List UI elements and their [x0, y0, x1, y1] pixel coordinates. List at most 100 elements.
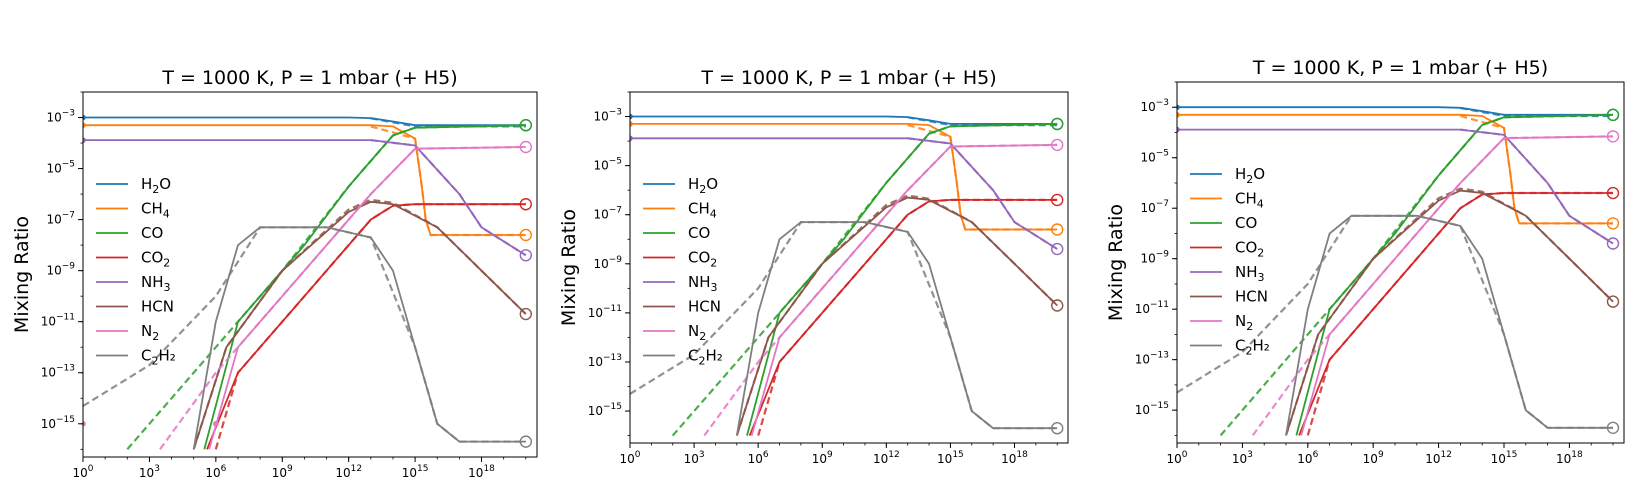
- series-CH4-point: [630, 121, 633, 127]
- series-NH3-endpoint: [1051, 242, 1064, 256]
- series-HCN-endpoint: [1051, 299, 1064, 312]
- y-tick-label: 10−7: [593, 206, 622, 222]
- panel-1: T = 1000 K, P = 1 mbar (+ H5) Mixing Rati…: [11, 67, 538, 480]
- legend-label-CO: CO: [141, 224, 163, 242]
- legend-label-NH3: NH3: [1235, 263, 1265, 284]
- x-tick-label: 1012: [1425, 450, 1452, 466]
- legend-label-CO2: CO2: [1235, 239, 1264, 260]
- x-tick-label: 103: [1232, 450, 1253, 466]
- series-N2-endpoint: [1051, 138, 1064, 152]
- x-tick-label: 109: [812, 450, 833, 466]
- x-tick-label: 103: [684, 450, 705, 466]
- legend: H2O CH4 CO CO2 NH3 HCN N2 C2H₂: [96, 175, 176, 368]
- series-NH3-endpoint: [1606, 237, 1620, 250]
- legend-label-CO: CO: [688, 224, 710, 242]
- series-H2O-line: [630, 115, 1058, 125]
- series-CH4-endpoint: [1051, 223, 1064, 236]
- series-H2O-line: [1177, 106, 1613, 116]
- series-NH3-point: [83, 137, 86, 143]
- axes-frame: [629, 91, 1069, 444]
- y-tick-label: 10−3: [46, 109, 75, 125]
- series-NH3-point: [630, 135, 633, 142]
- series-CH4-dashed: [907, 124, 1058, 231]
- axes-frame: [82, 91, 538, 458]
- series-CO-dashed: [126, 124, 526, 451]
- series-CO-endpoint: [1051, 117, 1064, 131]
- legend-label-N2: N2: [688, 322, 706, 343]
- y-tick-label: 10−11: [1135, 300, 1169, 316]
- legend-label-H2O: H2O: [1235, 165, 1265, 186]
- x-tick-label: 109: [272, 464, 293, 480]
- series-C2H2-line: [1285, 214, 1613, 436]
- x-tick-label: 1018: [1001, 450, 1028, 466]
- legend-label-HCN: HCN: [1235, 288, 1268, 306]
- y-tick-label: 10−15: [41, 415, 75, 431]
- y-tick-label: 10−3: [1140, 98, 1169, 114]
- series-CO-dashed: [1219, 113, 1614, 437]
- series-C2H2-endpoint: [519, 435, 533, 448]
- plot-area: [83, 114, 527, 451]
- legend-label-NH3: NH3: [141, 273, 171, 294]
- y-tick-label: 10−5: [1140, 149, 1169, 165]
- series-HCN-endpoint: [519, 307, 533, 321]
- series-C2H2-endpoint: [1606, 421, 1620, 435]
- series-CO2-line: [1298, 192, 1613, 436]
- series-CO2-dashed: [757, 198, 1058, 436]
- y-tick-label: 10−13: [588, 353, 622, 369]
- x-tick-label: 106: [205, 464, 226, 480]
- series-CO2-line: [206, 203, 526, 450]
- axes-frame: [1176, 81, 1625, 444]
- series-CH4-point: [83, 122, 86, 129]
- legend-label-N2: N2: [141, 322, 159, 343]
- x-tick-label: 1012: [335, 464, 362, 480]
- x-tick-label: 103: [139, 464, 160, 480]
- series-H2O-point: [1177, 104, 1180, 111]
- series-CO-line: [746, 123, 1058, 436]
- legend: H2O CH4 CO CO2 NH3 HCN N2 C2H₂: [643, 175, 723, 368]
- series-CH4-line: [630, 123, 1058, 231]
- plot-area: [630, 113, 1058, 437]
- series-H2O-point: [630, 113, 633, 120]
- series-N2-line: [208, 146, 526, 450]
- x-tick-label: 100: [72, 464, 93, 480]
- panel-2: T = 1000 K, P = 1 mbar (+ H5) Mixing Rati…: [558, 67, 1069, 466]
- series-NH3-line: [1177, 128, 1614, 245]
- x-tick-label: 1015: [937, 450, 964, 466]
- series-HCN-line: [192, 200, 527, 450]
- series-N2-line: [1300, 135, 1614, 436]
- x-tick-label: 1018: [468, 464, 495, 480]
- series-CH4-line: [1177, 113, 1613, 225]
- series-H2O-line: [83, 116, 526, 127]
- y-tick-label: 10−9: [1140, 250, 1169, 266]
- legend-label-C2H2: C2H₂: [1235, 337, 1270, 358]
- x-tick-label: 1015: [1491, 450, 1518, 466]
- y-tick-label: 10−13: [41, 364, 75, 380]
- legend-label-CH4: CH4: [688, 200, 717, 221]
- series-CO2-endpoint: [1606, 186, 1620, 200]
- x-tick-label: 1015: [402, 464, 429, 480]
- y-tick-label: 10−3: [593, 108, 622, 124]
- y-tick-label: 10−5: [593, 157, 622, 173]
- panel-3: T = 1000 K, P = 1 mbar (+ H5) Mixing Rati…: [1105, 57, 1625, 466]
- x-tick-label: 1012: [873, 450, 900, 466]
- x-tick-label: 109: [1363, 450, 1384, 466]
- series-N2-line: [750, 144, 1058, 436]
- legend: H2O CH4 CO CO2 NH3 HCN N2 C2H₂: [1190, 165, 1270, 358]
- series-CO2-dashed: [1306, 191, 1613, 436]
- legend-label-CO2: CO2: [688, 249, 717, 270]
- y-axis-label: Mixing Ratio: [1105, 204, 1127, 321]
- y-axis-label: Mixing Ratio: [558, 209, 580, 326]
- series-CO2-dashed: [214, 203, 526, 450]
- series-N2-endpoint: [519, 140, 533, 154]
- series-CO-endpoint: [519, 119, 533, 132]
- y-tick-label: 10−9: [46, 262, 75, 278]
- y-axis-label: Mixing Ratio: [11, 216, 33, 333]
- series-NH3-point: [1177, 126, 1180, 133]
- y-tick-label: 10−11: [41, 313, 75, 329]
- legend-label-C2H2: C2H₂: [141, 347, 176, 368]
- series-C2H2-line: [735, 221, 1058, 436]
- y-tick-label: 10−15: [588, 402, 622, 418]
- legend-label-CO: CO: [1235, 214, 1257, 232]
- series-HCN-line: [735, 196, 1058, 436]
